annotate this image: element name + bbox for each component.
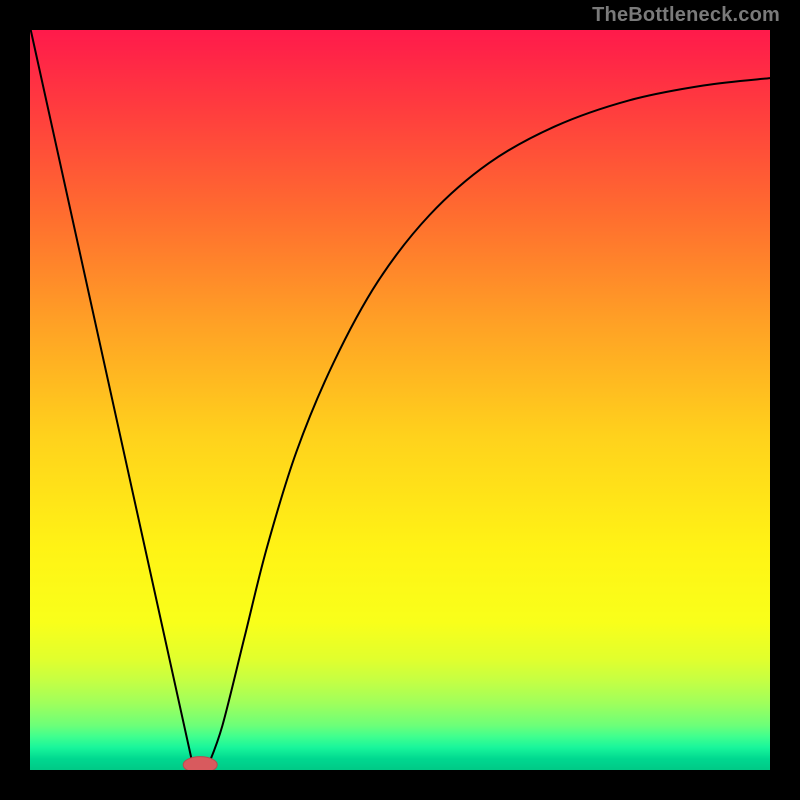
plot-background — [30, 30, 770, 770]
chart-container: { "watermark": { "text": "TheBottleneck.… — [0, 0, 800, 800]
bottleneck-curve-chart — [0, 0, 800, 800]
watermark-text: TheBottleneck.com — [592, 4, 780, 27]
